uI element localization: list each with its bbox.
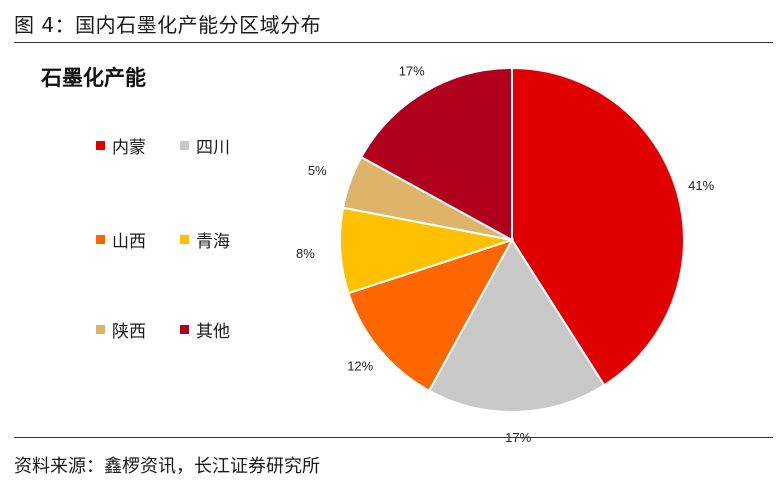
- legend-swatch: [96, 235, 105, 244]
- legend-item-shanxi: 山西: [96, 227, 146, 252]
- legend-swatch: [180, 235, 189, 244]
- legend-label: 陕西: [112, 322, 146, 342]
- legend-swatch: [180, 141, 189, 150]
- legend-item-other: 其他: [180, 317, 230, 342]
- pie-data-label-4: 5%: [308, 163, 327, 178]
- legend-swatch: [96, 141, 105, 150]
- top-divider: [14, 42, 773, 43]
- chart-title: 石墨化产能: [41, 66, 146, 90]
- pie-data-label-0: 41%: [688, 178, 714, 193]
- pie-data-label-2: 12%: [347, 359, 373, 374]
- legend-label: 其他: [196, 322, 230, 342]
- legend-item-neimeng: 内蒙: [96, 133, 146, 158]
- pie-data-label-3: 8%: [296, 246, 315, 261]
- legend-label: 内蒙: [112, 138, 146, 158]
- legend-swatch: [96, 325, 105, 334]
- legend-item-shaanxi: 陕西: [96, 317, 146, 342]
- pie-slice-1: [427, 238, 606, 413]
- legend-label: 山西: [112, 232, 146, 252]
- legend-label: 青海: [196, 232, 230, 252]
- pie-data-label-5: 17%: [399, 63, 425, 78]
- legend-swatch: [180, 325, 189, 334]
- source-note: 资料来源：鑫椤资讯，长江证券研究所: [14, 456, 320, 477]
- bottom-divider: [14, 437, 773, 438]
- legend-label: 四川: [196, 138, 230, 158]
- pie-slice-5: [359, 66, 513, 242]
- pie-slice-2: [347, 238, 515, 393]
- legend-item-qinghai: 青海: [180, 227, 230, 252]
- figure-title: 图 4：国内石墨化产能分区域分布: [14, 13, 322, 37]
- legend-item-sichuan: 四川: [180, 133, 230, 158]
